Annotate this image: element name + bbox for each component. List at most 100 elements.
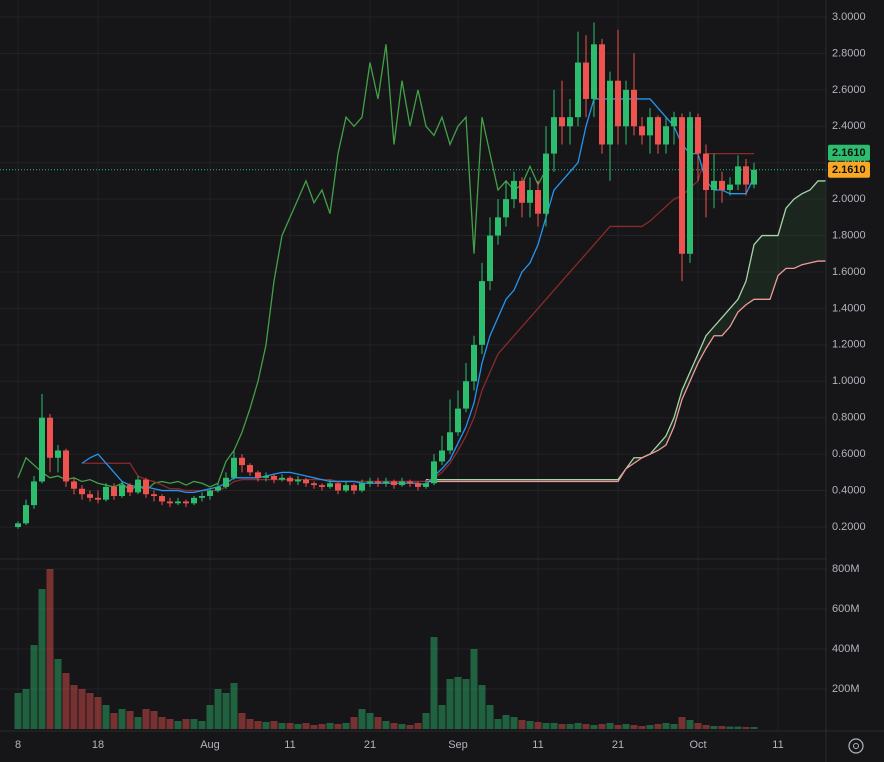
axes: 0.2000 0.4000 0.6000 0.8000 1.0000 1.2000 1.40… <box>15 11 870 751</box>
candle-body <box>255 472 261 478</box>
candle-body <box>631 89 637 127</box>
indicator-line <box>82 152 754 492</box>
candle-body <box>511 180 517 200</box>
volume-bar <box>70 685 78 729</box>
candle-body <box>591 44 597 99</box>
volume-bar <box>102 705 110 729</box>
price-tag-label: 2.1610 <box>832 147 866 159</box>
volume-bar <box>550 723 558 729</box>
volume-bar <box>470 649 478 729</box>
x-tick-label: Sep <box>448 739 468 751</box>
volume-bar <box>126 711 134 729</box>
volume-bar <box>182 719 190 729</box>
candle-body <box>367 481 373 484</box>
candle-body <box>167 501 173 504</box>
candle-body <box>599 44 605 145</box>
candle-body <box>535 190 541 214</box>
candle-body <box>423 483 429 487</box>
volume-bar <box>566 724 574 729</box>
volume-bar <box>174 721 182 729</box>
candle-body <box>663 126 669 145</box>
volume-bar <box>590 725 598 729</box>
volume-bar <box>638 726 646 729</box>
volume-bar <box>534 722 542 729</box>
candle-body <box>159 496 165 502</box>
indicator-line <box>426 260 826 483</box>
candle-body <box>311 483 317 486</box>
volume-bar <box>198 721 206 729</box>
cloud-segment <box>746 244 754 305</box>
volume-bar <box>662 723 670 729</box>
volume-bar <box>278 723 286 729</box>
y-tick-label: 1.0000 <box>832 375 866 387</box>
candle-body <box>743 166 749 185</box>
x-tick-label: 18 <box>92 739 104 751</box>
volume-bar <box>718 726 726 729</box>
y-tick-label: 1.8000 <box>832 229 866 241</box>
volume-bar <box>526 721 534 729</box>
volume-bar <box>14 693 22 729</box>
x-tick-label: 21 <box>364 739 376 751</box>
volume-bar <box>294 724 302 729</box>
volume-bar <box>214 689 222 729</box>
volume-bar <box>342 723 350 729</box>
volume-bar <box>446 679 454 729</box>
settings-icon[interactable] <box>848 738 864 754</box>
candle-body <box>647 117 653 136</box>
candle-body <box>239 457 245 466</box>
y-tick-label: 2.0000 <box>832 193 866 205</box>
volume-bar <box>406 725 414 729</box>
candle-body <box>231 457 237 478</box>
volume-bar <box>302 723 310 729</box>
volume-bar <box>726 726 734 729</box>
candle-body <box>711 180 717 191</box>
candle-body <box>319 485 325 487</box>
volume-bar <box>286 723 294 729</box>
volume-bar <box>750 727 758 729</box>
candle-body <box>727 184 733 191</box>
cloud-segment <box>666 417 674 446</box>
y-tick-label: 1.6000 <box>832 266 866 278</box>
candle-body <box>287 477 293 482</box>
volume-bar <box>686 720 694 729</box>
candle-body <box>447 432 453 451</box>
candle-body <box>223 477 229 487</box>
volume-bar <box>670 724 678 729</box>
volume-bar <box>22 689 30 729</box>
x-tick-label: 11 <box>284 739 295 751</box>
candle-body <box>335 483 341 491</box>
volume-bar <box>606 723 614 729</box>
candle-body <box>215 486 221 491</box>
volume-bar <box>622 724 630 729</box>
volume-tick-label: 400M <box>832 643 860 655</box>
volume-bar <box>134 717 142 729</box>
settings-button[interactable] <box>848 738 864 754</box>
cloud-segment <box>818 180 826 262</box>
cloud-segment <box>762 235 770 300</box>
candle-body <box>391 481 397 486</box>
volume-tick-label: 600M <box>832 603 860 615</box>
cloud-segment <box>714 317 722 336</box>
y-tick-label: 0.6000 <box>832 448 866 460</box>
cloud-segment <box>778 208 786 276</box>
candle-body <box>175 501 181 504</box>
volume-bar <box>614 725 622 729</box>
y-tick-label: 2.4000 <box>832 120 866 132</box>
y-tick-label: 0.2000 <box>832 521 866 533</box>
candle-body <box>583 62 589 99</box>
candle-body <box>191 497 197 504</box>
candle-body <box>55 450 61 458</box>
candle-body <box>559 117 565 127</box>
volume-bar <box>46 569 54 729</box>
candle-body <box>183 501 189 504</box>
candle-body <box>735 166 741 185</box>
volume-bar <box>518 720 526 729</box>
volume-bar <box>582 724 590 729</box>
volume-bar <box>142 709 150 729</box>
candle-body <box>455 408 461 433</box>
candle-body <box>543 153 549 214</box>
candle-body <box>719 180 725 191</box>
volume-tick-label: 800M <box>832 563 860 575</box>
price-tag <box>828 144 870 161</box>
